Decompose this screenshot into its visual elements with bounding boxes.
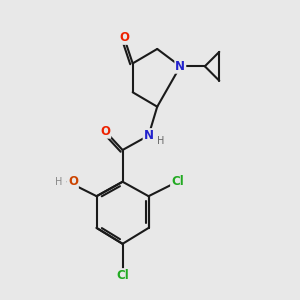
Text: Cl: Cl (116, 269, 129, 282)
Text: O: O (100, 125, 110, 138)
Text: Cl: Cl (171, 175, 184, 188)
Text: N: N (144, 129, 154, 142)
Text: H: H (157, 136, 164, 146)
Text: O: O (68, 175, 78, 188)
Text: N: N (175, 60, 185, 73)
Text: O: O (119, 31, 129, 44)
Text: H: H (55, 177, 62, 187)
